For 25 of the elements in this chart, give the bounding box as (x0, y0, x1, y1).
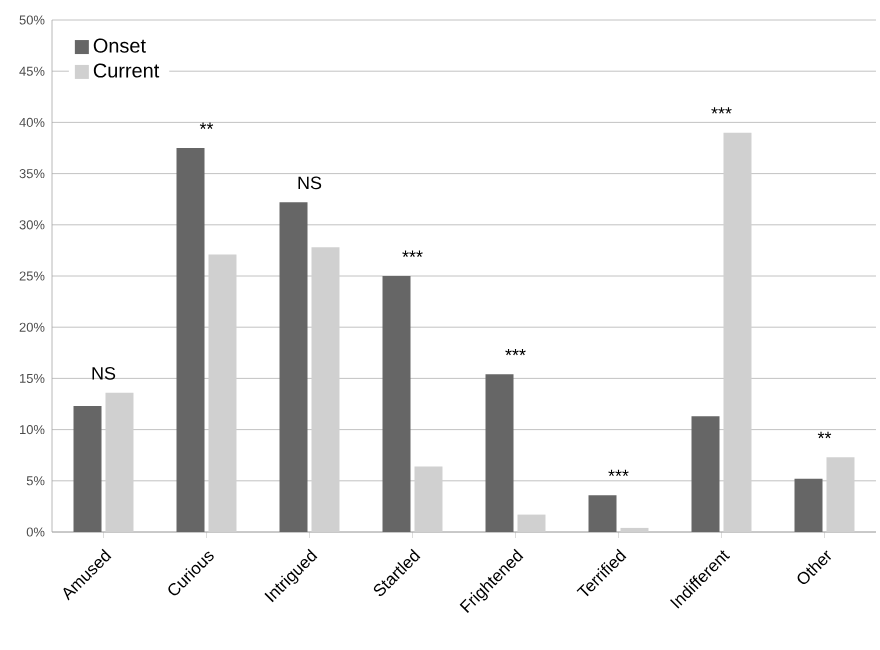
bar (723, 132, 752, 532)
legend-label: Onset (93, 38, 146, 53)
annotation: *** (402, 250, 423, 257)
bar (73, 406, 102, 532)
annotation: *** (608, 469, 629, 477)
annotation: ** (199, 122, 214, 129)
bar (176, 148, 205, 532)
bar (279, 202, 308, 532)
annotation: NS (298, 176, 322, 190)
bar (485, 374, 514, 532)
bar (691, 416, 720, 532)
bar (517, 514, 546, 532)
annotation: ** (817, 431, 832, 439)
annotation: NS (92, 366, 116, 380)
annotation: *** (711, 107, 732, 114)
legend-label: Current (93, 63, 160, 78)
bar (414, 466, 443, 532)
bar (311, 247, 340, 532)
bar (794, 478, 823, 532)
bar (588, 495, 617, 532)
annotation: *** (505, 348, 526, 356)
bar (208, 254, 237, 532)
bar (826, 457, 855, 532)
bar (105, 392, 134, 532)
bar (382, 276, 411, 532)
